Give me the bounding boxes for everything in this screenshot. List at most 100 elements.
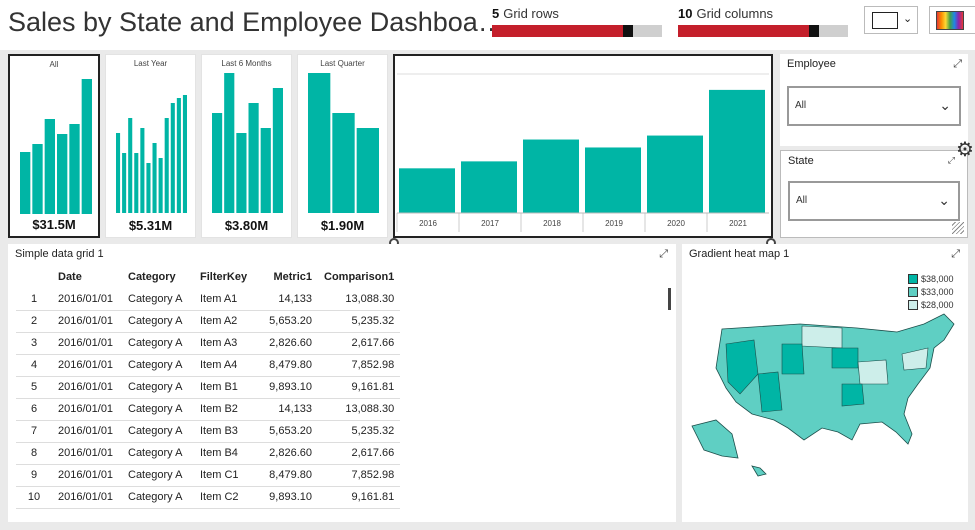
year-bar[interactable] — [585, 147, 641, 213]
alaska-shape — [691, 419, 739, 459]
grid-columns-thumb[interactable] — [809, 25, 819, 37]
state-select-value: All — [796, 195, 808, 206]
table-row[interactable]: 8 2016/01/01 Category A Item B4 2,826.60 2,61… — [16, 442, 401, 465]
state-select[interactable]: All ⌄ — [788, 181, 960, 221]
settings-gear-icon[interactable]: ⚙ — [956, 139, 974, 161]
table-cell: Item A3 — [194, 332, 258, 355]
expand-icon[interactable]: ⤢ — [659, 248, 668, 260]
table-cell: 7,852.98 — [318, 354, 401, 377]
us-map — [691, 313, 955, 477]
grid-rows-label: Grid rows — [503, 6, 559, 21]
chevron-down-icon: ⌄ — [903, 13, 913, 25]
table-row[interactable]: 2 2016/01/01 Category A Item A2 5,653.20 5,23… — [16, 310, 401, 333]
state-shape-high — [781, 343, 805, 375]
grid-scrollbar[interactable] — [668, 288, 671, 310]
palette-button[interactable] — [929, 6, 975, 34]
expand-icon[interactable]: ⤢ — [951, 248, 960, 260]
year-bar[interactable] — [399, 168, 455, 213]
grid-rows-track[interactable] — [492, 25, 662, 37]
table-cell: 2016/01/01 — [52, 332, 122, 355]
table-cell: Category A — [122, 442, 194, 465]
tile-total: $5.31M — [128, 218, 173, 233]
expand-icon[interactable]: ⤢ — [953, 58, 962, 70]
state-shape-high — [757, 371, 783, 413]
yearly-bar-chart-panel[interactable]: 2016 2017 2018 2019 2020 2021 — [393, 54, 773, 238]
table-row[interactable]: 4 2016/01/01 Category A Item A4 8,479.80 7,85… — [16, 354, 401, 377]
tile-total: $31.5M — [32, 217, 76, 232]
grid-columns-label: Grid columns — [696, 6, 774, 21]
column-header[interactable] — [16, 266, 52, 288]
grid-columns-slider[interactable]: 10 Grid columns — [678, 6, 848, 37]
table-row[interactable]: 1 2016/01/01 Category A Item A1 14,133 13,088… — [16, 288, 401, 311]
palette-icon — [936, 11, 964, 30]
tile-bar — [128, 118, 133, 213]
tile-last-quarter[interactable]: Last Quarter $1.90M — [297, 54, 388, 238]
column-header[interactable]: Metric1 — [273, 271, 312, 283]
year-bar[interactable] — [523, 139, 579, 213]
table-cell: Item A2 — [194, 310, 258, 333]
tile-bar — [176, 98, 181, 213]
tile-bar-chart — [20, 79, 92, 214]
tile-bar — [158, 158, 163, 213]
x-tick-label: 2019 — [605, 219, 623, 228]
background-color-button[interactable]: ⌄ — [864, 6, 918, 34]
tile-caption: Last 6 Months — [221, 59, 272, 68]
legend-entry: $38,000 — [908, 272, 954, 285]
grid-rows-thumb[interactable] — [623, 25, 633, 37]
table-row[interactable]: 7 2016/01/01 Category A Item B3 5,653.20 5,23… — [16, 420, 401, 443]
tile-bar — [236, 133, 247, 213]
dashboard-title: Sales by State and Employee Dashboa… — [8, 7, 505, 37]
table-cell: 6 — [16, 398, 52, 421]
table-cell: 2,617.66 — [318, 442, 401, 465]
table-row[interactable]: 6 2016/01/01 Category A Item B2 14,133 13,088… — [16, 398, 401, 421]
table-cell: 13,088.30 — [318, 398, 401, 421]
tile-bar — [122, 153, 127, 213]
year-bar[interactable] — [647, 135, 703, 213]
us-mainland-shape — [715, 313, 955, 445]
table-cell: 5 — [16, 376, 52, 399]
resize-grip-icon[interactable] — [952, 222, 964, 234]
table-cell: 5,235.32 — [318, 420, 401, 443]
grid-rows-value: 5 — [492, 6, 500, 21]
column-header[interactable]: Comparison1 — [324, 271, 395, 283]
table-cell: 7,852.98 — [318, 464, 401, 487]
table-cell: Category A — [122, 486, 194, 509]
chevron-down-icon: ⌄ — [939, 97, 951, 113]
column-header[interactable]: Date — [58, 271, 82, 283]
tile-bar — [260, 128, 271, 213]
table-cell: Category A — [122, 398, 194, 421]
table-row[interactable]: 9 2016/01/01 Category A Item C1 8,479.80 7,85… — [16, 464, 401, 487]
table-row[interactable]: 10 2016/01/01 Category A Item C2 9,893.10 9,1… — [16, 486, 401, 509]
table-row[interactable]: 3 2016/01/01 Category A Item A3 2,826.60 2,61… — [16, 332, 401, 355]
tile-bar — [44, 119, 55, 214]
tile-all[interactable]: All $31.5M — [8, 54, 100, 238]
chevron-down-icon: ⌄ — [938, 192, 950, 208]
state-shape-high — [841, 383, 865, 407]
year-bar[interactable] — [709, 89, 765, 213]
table-cell: 5,653.20 — [258, 420, 318, 443]
column-header[interactable]: FilterKey — [200, 271, 248, 283]
year-bar[interactable] — [461, 161, 517, 213]
grid-columns-track[interactable] — [678, 25, 848, 37]
dashboard-header: Sales by State and Employee Dashboa… 5 Gr… — [0, 0, 975, 50]
table-cell: Category A — [122, 288, 194, 311]
table-cell: 8,479.80 — [258, 464, 318, 487]
column-header[interactable]: Category — [128, 271, 176, 283]
grid-rows-slider[interactable]: 5 Grid rows — [492, 6, 662, 37]
tile-caption: Last Year — [133, 59, 168, 68]
table-cell: 2016/01/01 — [52, 288, 122, 311]
table-cell: 1 — [16, 288, 52, 311]
table-row[interactable]: 5 2016/01/01 Category A Item B1 9,893.10 9,16… — [16, 376, 401, 399]
tile-last-year[interactable]: Last Year $5.31M — [105, 54, 196, 238]
tile-bar — [69, 124, 80, 214]
hawaii-shape — [751, 465, 767, 477]
legend-swatch — [908, 273, 918, 284]
tile-last-6-months[interactable]: Last 6 Months $3.80M — [201, 54, 292, 238]
tile-bar — [140, 128, 145, 213]
employee-select[interactable]: All ⌄ — [787, 86, 961, 126]
collapse-icon[interactable]: ⤢ — [947, 155, 955, 165]
table-cell: Category A — [122, 354, 194, 377]
table-cell: Item B1 — [194, 376, 258, 399]
grid-header-row: Date Category FilterKey Metric1 Comparison1 — [16, 266, 400, 288]
tile-bar — [81, 79, 92, 214]
